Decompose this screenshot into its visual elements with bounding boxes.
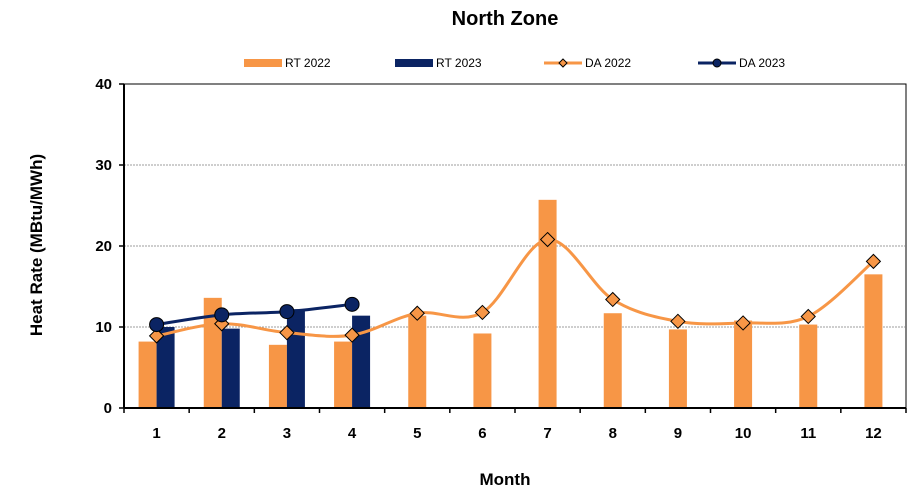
point-da-2022 [474,304,491,321]
y-tick-label: 10 [95,319,112,336]
x-tick-label: 12 [865,425,882,442]
y-tick-label: 40 [95,76,112,93]
point-da-2022 [344,327,360,343]
legend-label-rt-2022: RT 2022 [285,56,331,70]
x-tick-label: 6 [478,425,486,442]
x-tick-label: 1 [152,425,160,442]
y-tick-label: 30 [95,157,112,174]
bar-rt-2023 [221,328,240,408]
x-tick-label: 4 [348,425,357,442]
x-tick-label: 5 [413,425,421,442]
bar-rt-2022 [864,274,883,408]
point-da-2023 [344,296,360,312]
bars [138,199,883,408]
legend-swatch-rt-2022 [244,59,282,67]
legend-label-rt-2023: RT 2023 [436,56,482,70]
bar-rt-2023 [286,309,305,408]
legend-swatch-rt-2023 [395,59,433,67]
chart-title: North Zone [452,8,559,30]
point-da-2023 [214,307,230,323]
axes [119,83,907,413]
y-tick-label: 0 [104,400,112,417]
point-da-2022 [670,313,686,330]
bar-rt-2022 [334,341,353,408]
bar-rt-2022 [734,320,753,408]
bar-rt-2022 [799,324,818,408]
x-tick-label: 8 [609,425,617,442]
x-tick-label: 7 [543,425,551,442]
legend-marker-da-2023 [712,58,722,68]
bar-rt-2022 [668,329,687,408]
point-da-2022 [800,308,816,325]
bar-rt-2022 [538,199,557,408]
bar-rt-2022 [603,313,622,408]
gridlines [123,83,907,409]
point-da-2022 [148,328,165,344]
x-tick-label: 11 [800,425,816,442]
line-da-2023 [156,302,353,327]
legend-label-da-2022: DA 2022 [585,56,631,70]
bar-rt-2022 [138,341,157,408]
point-da-2022 [865,253,882,270]
bar-rt-2022 [268,344,287,408]
legend-marker-da-2022 [558,58,568,68]
line-da-2022 [156,238,875,338]
point-da-2023 [149,317,165,333]
y-axis-title: Heat Rate (MBtu/MWh) [27,154,46,336]
x-axis-title: Month [480,470,531,489]
x-tick-label: 10 [735,425,752,442]
x-tick-label: 2 [218,425,226,442]
point-da-2022 [605,291,621,308]
bar-rt-2022 [408,315,427,408]
point-da-2023 [279,304,295,320]
lines [148,231,882,344]
point-da-2022 [409,305,425,321]
x-tick-label: 3 [283,425,291,442]
legend: RT 2022 RT 2023 DA 2022 DA 2023 [244,56,785,70]
bar-rt-2023 [352,315,371,408]
point-da-2022 [735,315,751,331]
bar-rt-2022 [473,333,492,408]
x-tick-label: 9 [674,425,682,442]
y-tick-label: 20 [95,238,112,255]
point-da-2022 [279,324,295,341]
bar-rt-2023 [156,327,175,408]
point-da-2022 [539,231,556,248]
legend-label-da-2023: DA 2023 [739,56,785,70]
